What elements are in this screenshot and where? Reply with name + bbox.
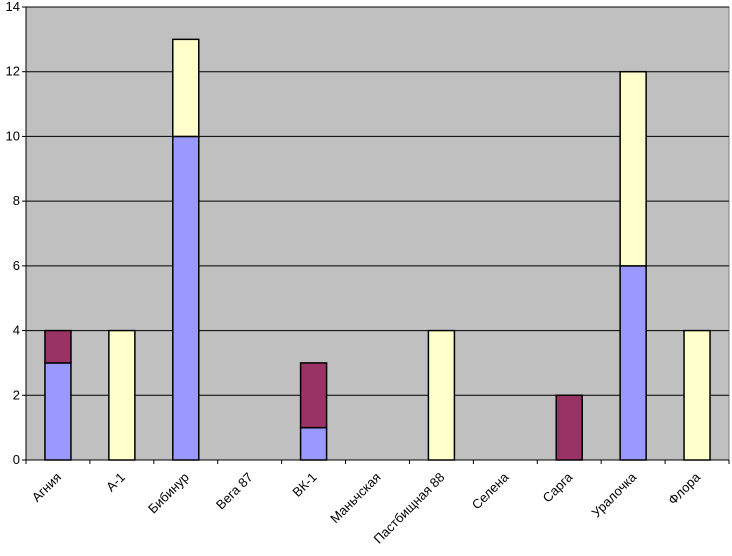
bar-segment-0	[299, 426, 328, 461]
category-label: ВК-1	[289, 470, 319, 500]
category-label: А-1	[103, 470, 128, 495]
bar-segment-0	[44, 362, 72, 461]
y-tick-label: 10	[6, 128, 20, 143]
bar-segment-2	[619, 70, 647, 267]
category-label: Вега 87	[213, 470, 256, 513]
bar-segment-2	[427, 329, 456, 461]
y-tick-label: 6	[13, 258, 20, 273]
category-label: Уралочка	[588, 469, 639, 520]
y-tick-label: 12	[6, 64, 20, 79]
gridlines	[26, 6, 729, 396]
bar-segment-1	[299, 362, 328, 429]
bar-segment-1	[44, 329, 72, 364]
y-tick-label: 14	[6, 0, 20, 14]
category-label: Агния	[29, 470, 64, 505]
y-axis-ticks: 0 2 4 6 8 10 12 14	[6, 0, 26, 467]
bar-segment-2	[172, 38, 200, 138]
y-tick-label: 2	[13, 387, 20, 402]
category-label: Селена	[469, 469, 512, 512]
bars	[44, 38, 711, 461]
y-tick-label: 0	[13, 452, 20, 467]
category-label: Бибинур	[145, 470, 192, 517]
category-label: Маньчская	[327, 470, 383, 526]
plot-area	[25, 6, 730, 461]
bar-segment-2	[108, 329, 136, 461]
bar-segment-0	[619, 265, 647, 461]
bar-segment-1	[555, 394, 583, 461]
bar-segment-2	[683, 329, 711, 461]
x-axis-labels: Агния А-1 Бибинур Вега 87 ВК-1 МаньчскаяПастб…	[25, 460, 730, 547]
y-tick-label: 4	[13, 323, 20, 338]
category-label: Флора	[665, 469, 704, 508]
y-tick-label: 8	[13, 193, 20, 208]
bar-segment-0	[172, 135, 200, 461]
category-label: Сарга	[540, 469, 576, 505]
